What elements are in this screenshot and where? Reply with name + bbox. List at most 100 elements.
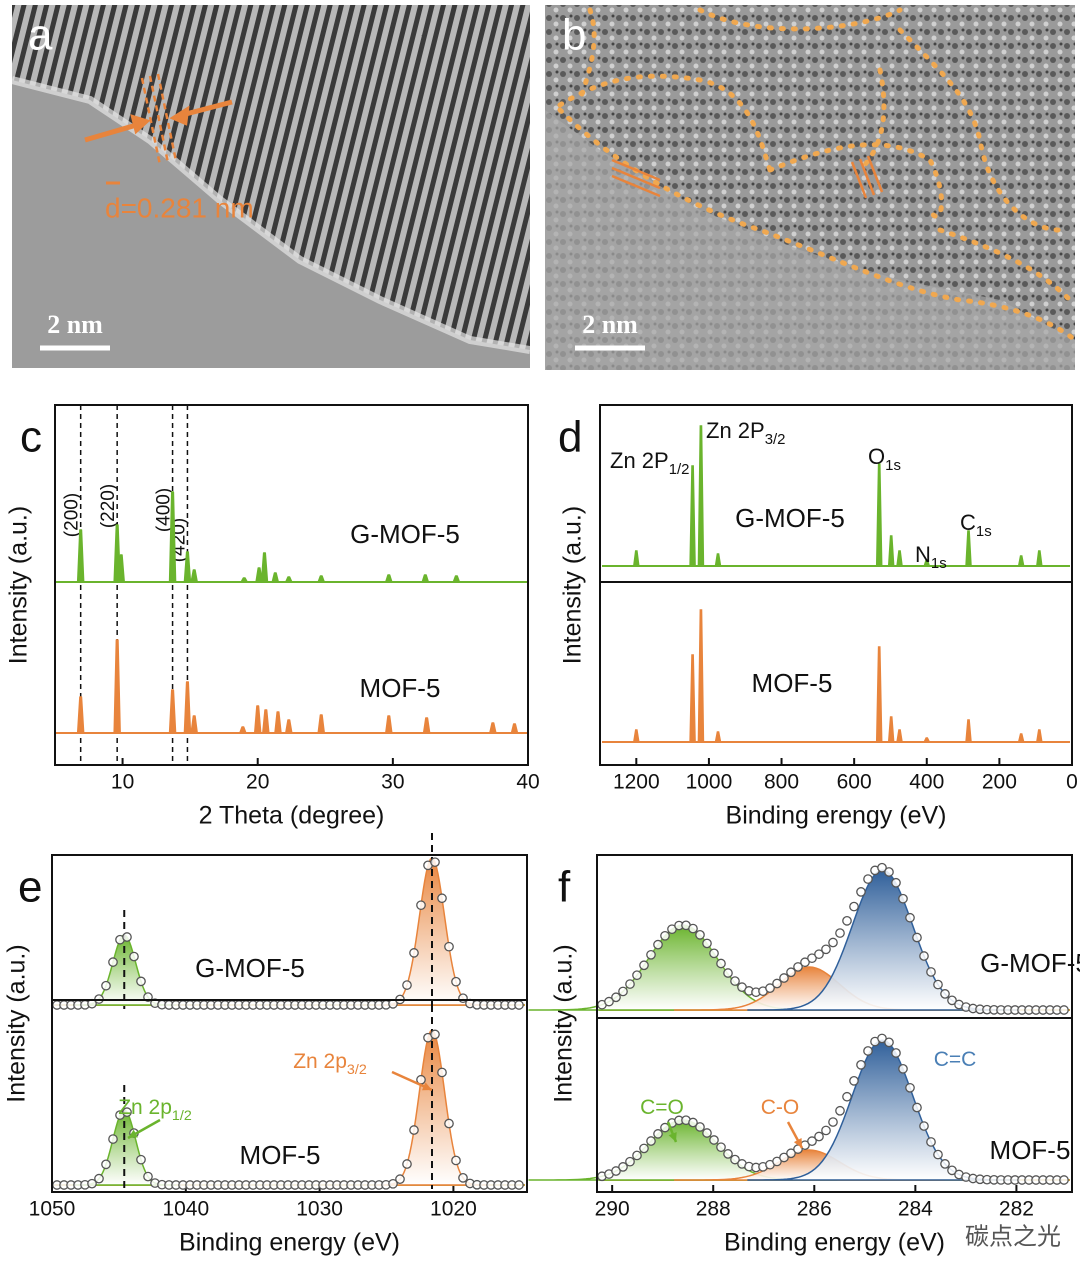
xps-peak	[633, 729, 640, 743]
diffraction-peak	[168, 689, 177, 734]
xps-peak	[1036, 729, 1043, 743]
data-point	[653, 939, 663, 950]
data-point	[639, 960, 649, 971]
xps-peak	[875, 463, 883, 567]
xps-peak	[965, 530, 972, 567]
data-point	[416, 900, 426, 911]
data-point	[402, 980, 412, 990]
data-point	[800, 957, 810, 968]
data-point	[828, 937, 838, 948]
series-label: G-MOF-5	[735, 503, 845, 533]
xps-peak	[965, 719, 972, 743]
x-tick-label: 0	[1066, 771, 1078, 794]
x-tick-label: 1200	[613, 771, 660, 794]
data-point	[514, 1000, 524, 1010]
x-tick-label: 1000	[686, 771, 733, 794]
peak-label: Zn 2P3/2	[706, 418, 786, 448]
xps-peak	[697, 425, 705, 567]
data-point	[430, 1029, 440, 1040]
panel-label: e	[18, 863, 42, 912]
x-tick-label: 1050	[29, 1198, 76, 1221]
data-point	[779, 1152, 789, 1163]
data-point	[807, 953, 817, 964]
diffraction-peak	[255, 567, 263, 583]
data-point	[101, 1159, 111, 1170]
reflection-label: (400)	[154, 488, 175, 532]
x-tick-label: 400	[909, 771, 944, 794]
series-label: G-MOF-5	[195, 953, 305, 983]
data-point	[835, 1105, 845, 1116]
x-axis-label: Binding energy (eV)	[179, 1229, 400, 1257]
data-point	[709, 1135, 719, 1145]
diffraction-peak	[113, 639, 121, 734]
data-point	[437, 1067, 447, 1078]
data-point	[863, 874, 873, 884]
diffraction-peak	[76, 529, 85, 583]
data-point	[1059, 1175, 1069, 1185]
data-point	[835, 928, 845, 938]
xps-peak	[689, 465, 696, 567]
peak-label: C1s	[960, 510, 992, 540]
data-point	[926, 1137, 936, 1147]
x-tick-label: 40	[516, 771, 539, 794]
diffraction-peak	[239, 726, 247, 734]
data-point	[136, 976, 146, 987]
xps-peak	[1036, 550, 1043, 567]
peak-label-sub: 1s	[931, 555, 947, 572]
data-point	[444, 1118, 454, 1129]
data-point	[856, 1059, 866, 1070]
diffraction-peak	[190, 569, 198, 583]
data-point	[793, 962, 803, 972]
scale-bar-label: 2 nm	[582, 310, 638, 339]
peak-label: N1s	[915, 542, 947, 572]
data-point	[821, 1125, 831, 1136]
annotation-arrowhead	[793, 1138, 802, 1148]
x-axis-label: 2 Theta (degree)	[199, 802, 385, 830]
data-point	[709, 948, 719, 959]
data-point	[625, 1156, 635, 1167]
data-point	[807, 1136, 817, 1147]
data-point	[891, 877, 901, 888]
watermark: 碳点之光	[965, 1223, 1061, 1250]
data-point	[863, 1046, 873, 1056]
panel-label: d	[558, 413, 582, 462]
xps-peak	[887, 716, 895, 743]
xps-peak	[896, 550, 903, 567]
peak-label-main: N	[915, 542, 931, 567]
data-point	[716, 1142, 726, 1153]
data-point	[856, 887, 866, 897]
tem-image-b	[545, 5, 1075, 370]
x-tick-label: 1020	[430, 1198, 477, 1221]
data-point	[122, 1107, 132, 1118]
data-point	[912, 932, 922, 943]
diffraction-peak	[183, 681, 192, 734]
data-point	[933, 979, 943, 990]
xps-peak	[923, 559, 930, 567]
diffraction-peak	[422, 717, 431, 734]
xps-peak	[896, 729, 903, 743]
plot-frame	[51, 854, 528, 1193]
peak-annotation-main: C-O	[761, 1096, 800, 1119]
x-tick-label: 1040	[162, 1198, 209, 1221]
panel-label: b	[562, 11, 586, 60]
series-label: MOF-5	[360, 673, 441, 703]
data-point	[646, 1136, 656, 1146]
x-tick-label: 286	[797, 1198, 832, 1221]
data-point	[940, 989, 950, 999]
data-point	[143, 1171, 153, 1182]
data-point	[618, 1162, 628, 1172]
data-point	[842, 1091, 852, 1102]
x-axis-label: Binding erengy (eV)	[726, 802, 947, 830]
x-tick-label: 200	[982, 771, 1017, 794]
data-point	[716, 958, 726, 969]
diffraction-peak	[285, 576, 293, 583]
panel-label: a	[28, 11, 53, 60]
diffraction-peak	[274, 711, 282, 734]
data-point	[765, 983, 775, 993]
series-label: MOF-5	[752, 668, 833, 698]
peak-annotation: Zn 2p3/2	[293, 1050, 367, 1078]
data-point	[611, 992, 621, 1003]
diffraction-peak	[510, 723, 519, 734]
data-point	[451, 976, 461, 987]
